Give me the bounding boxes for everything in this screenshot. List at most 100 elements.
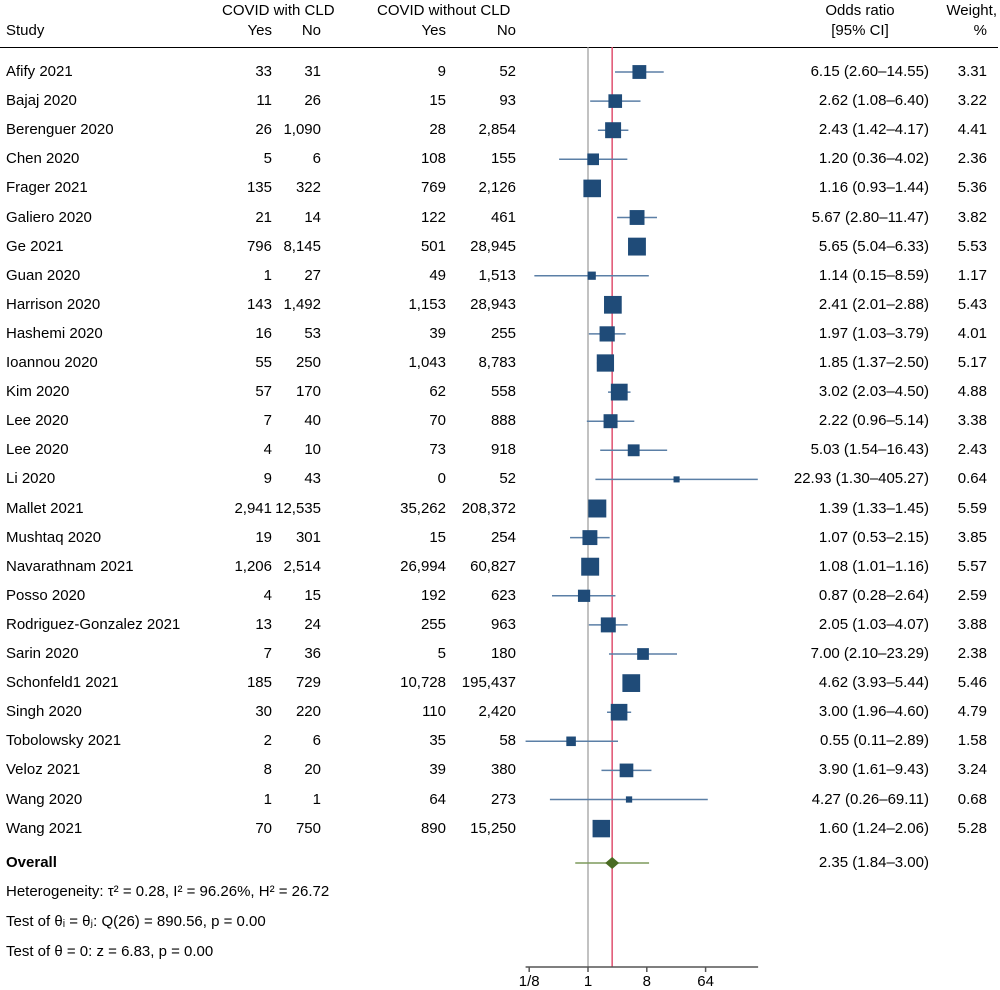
study-square xyxy=(577,589,591,602)
no1-count: 15 xyxy=(304,586,321,604)
study-square xyxy=(604,295,622,314)
study-square xyxy=(605,122,622,139)
yes1-count: 1 xyxy=(263,790,272,808)
weight-value: 5.17 xyxy=(957,354,987,371)
odds-ratio-text: 1.07 (0.53–2.15) xyxy=(818,528,929,546)
yes1-count: 21 xyxy=(255,208,272,226)
study-square xyxy=(587,271,596,280)
study-square xyxy=(627,444,640,457)
study-name: Wang 2020 xyxy=(6,790,83,808)
study-square xyxy=(581,557,600,576)
note-test-effect: Test of θ = 0: z = 6.83, p = 0.00 xyxy=(6,943,214,960)
yes1-count: 26 xyxy=(255,121,272,139)
odds-ratio-text: 1.97 (1.03–3.79) xyxy=(818,324,929,342)
yes2-count: 1,043 xyxy=(408,354,446,371)
weight-value: 2.43 xyxy=(957,441,987,459)
no1-count: 27 xyxy=(304,266,321,284)
yes2-count: 255 xyxy=(420,615,446,633)
odds-ratio-text: 1.39 (1.33–1.45) xyxy=(818,499,929,517)
yes2-count: 62 xyxy=(429,383,446,401)
study-name: Navarathnam 2021 xyxy=(6,557,134,575)
odds-ratio-text: 4.27 (0.26–69.11) xyxy=(811,790,929,808)
header-no1: No xyxy=(301,22,321,39)
study-name: Afify 2021 xyxy=(6,63,73,80)
no1-count: 36 xyxy=(304,645,321,662)
x-tick-label: 8 xyxy=(643,973,651,990)
header-weight: Weight, xyxy=(946,2,997,19)
no2-count: 963 xyxy=(490,615,516,633)
weight-value: 5.28 xyxy=(957,819,987,837)
no2-count: 28,943 xyxy=(470,295,516,313)
study-name: Ioannou 2020 xyxy=(6,354,98,371)
weight-value: 1.58 xyxy=(957,732,987,750)
no1-count: 220 xyxy=(295,703,321,721)
no2-count: 2,126 xyxy=(478,179,516,197)
no2-count: 255 xyxy=(490,324,516,342)
no2-count: 58 xyxy=(499,732,516,750)
odds-ratio-text: 2.22 (0.96–5.14) xyxy=(818,412,929,430)
no1-count: 40 xyxy=(304,412,321,430)
yes2-count: 108 xyxy=(420,150,446,168)
yes2-count: 70 xyxy=(429,412,446,430)
weight-value: 5.36 xyxy=(957,179,987,197)
weight-value: 5.46 xyxy=(957,674,987,692)
no2-count: 8,783 xyxy=(478,354,516,371)
yes2-count: 890 xyxy=(420,819,446,837)
no1-count: 322 xyxy=(295,179,321,197)
study-square xyxy=(566,736,576,747)
study-name: Schonfeld1 2021 xyxy=(6,674,119,692)
no1-count: 750 xyxy=(295,819,321,837)
study-square xyxy=(673,476,680,483)
yes2-count: 35,262 xyxy=(400,499,446,517)
yes2-count: 769 xyxy=(420,179,446,197)
header-yes2: Yes xyxy=(421,22,446,39)
yes2-count: 501 xyxy=(420,237,446,255)
study-name: Bajaj 2020 xyxy=(6,92,77,110)
header-ci: [95% CI] xyxy=(831,22,889,39)
weight-value: 3.22 xyxy=(957,92,987,110)
yes2-count: 39 xyxy=(429,324,446,342)
yes1-count: 796 xyxy=(246,237,272,255)
no2-count: 93 xyxy=(499,92,516,110)
no1-count: 1 xyxy=(312,790,321,808)
odds-ratio-text: 3.02 (2.03–4.50) xyxy=(818,383,929,401)
study-name: Posso 2020 xyxy=(6,586,86,604)
odds-ratio-text: 5.67 (2.80–11.47) xyxy=(811,208,929,226)
odds-ratio-text: 1.20 (0.36–4.02) xyxy=(818,150,929,168)
no1-count: 2,514 xyxy=(283,557,321,575)
study-square xyxy=(588,499,607,518)
odds-ratio-text: 0.55 (0.11–2.89) xyxy=(820,732,929,750)
study-name: Kim 2020 xyxy=(6,383,70,401)
yes1-count: 30 xyxy=(255,703,272,721)
no2-count: 155 xyxy=(490,150,516,168)
yes1-count: 185 xyxy=(246,674,272,692)
no1-count: 6 xyxy=(312,732,321,750)
yes1-count: 13 xyxy=(255,615,272,633)
no2-count: 52 xyxy=(499,63,516,80)
weight-value: 3.38 xyxy=(957,412,987,430)
study-name: Veloz 2021 xyxy=(6,761,81,779)
yes2-count: 35 xyxy=(429,732,446,750)
weight-value: 5.57 xyxy=(957,557,987,575)
overall-diamond xyxy=(605,857,620,869)
study-square xyxy=(619,763,634,778)
yes2-count: 10,728 xyxy=(400,674,446,692)
study-square xyxy=(592,819,611,838)
yes2-count: 64 xyxy=(429,790,446,808)
study-name: Mallet 2021 xyxy=(6,499,84,517)
study-square xyxy=(629,210,645,225)
yes2-count: 73 xyxy=(429,441,446,459)
weight-value: 0.64 xyxy=(957,470,987,488)
study-square xyxy=(596,354,615,372)
study-name: Rodriguez-Gonzalez 2021 xyxy=(6,615,181,633)
no2-count: 28,945 xyxy=(470,237,516,255)
study-name: Guan 2020 xyxy=(6,266,81,284)
header-group1: COVID with CLD xyxy=(222,2,335,19)
odds-ratio-text: 6.15 (2.60–14.55) xyxy=(810,63,929,80)
yes1-count: 7 xyxy=(263,412,272,430)
yes1-count: 11 xyxy=(256,92,272,110)
no2-count: 52 xyxy=(499,470,516,488)
study-square xyxy=(610,703,628,721)
yes1-count: 9 xyxy=(263,470,272,488)
yes2-count: 49 xyxy=(429,266,446,284)
